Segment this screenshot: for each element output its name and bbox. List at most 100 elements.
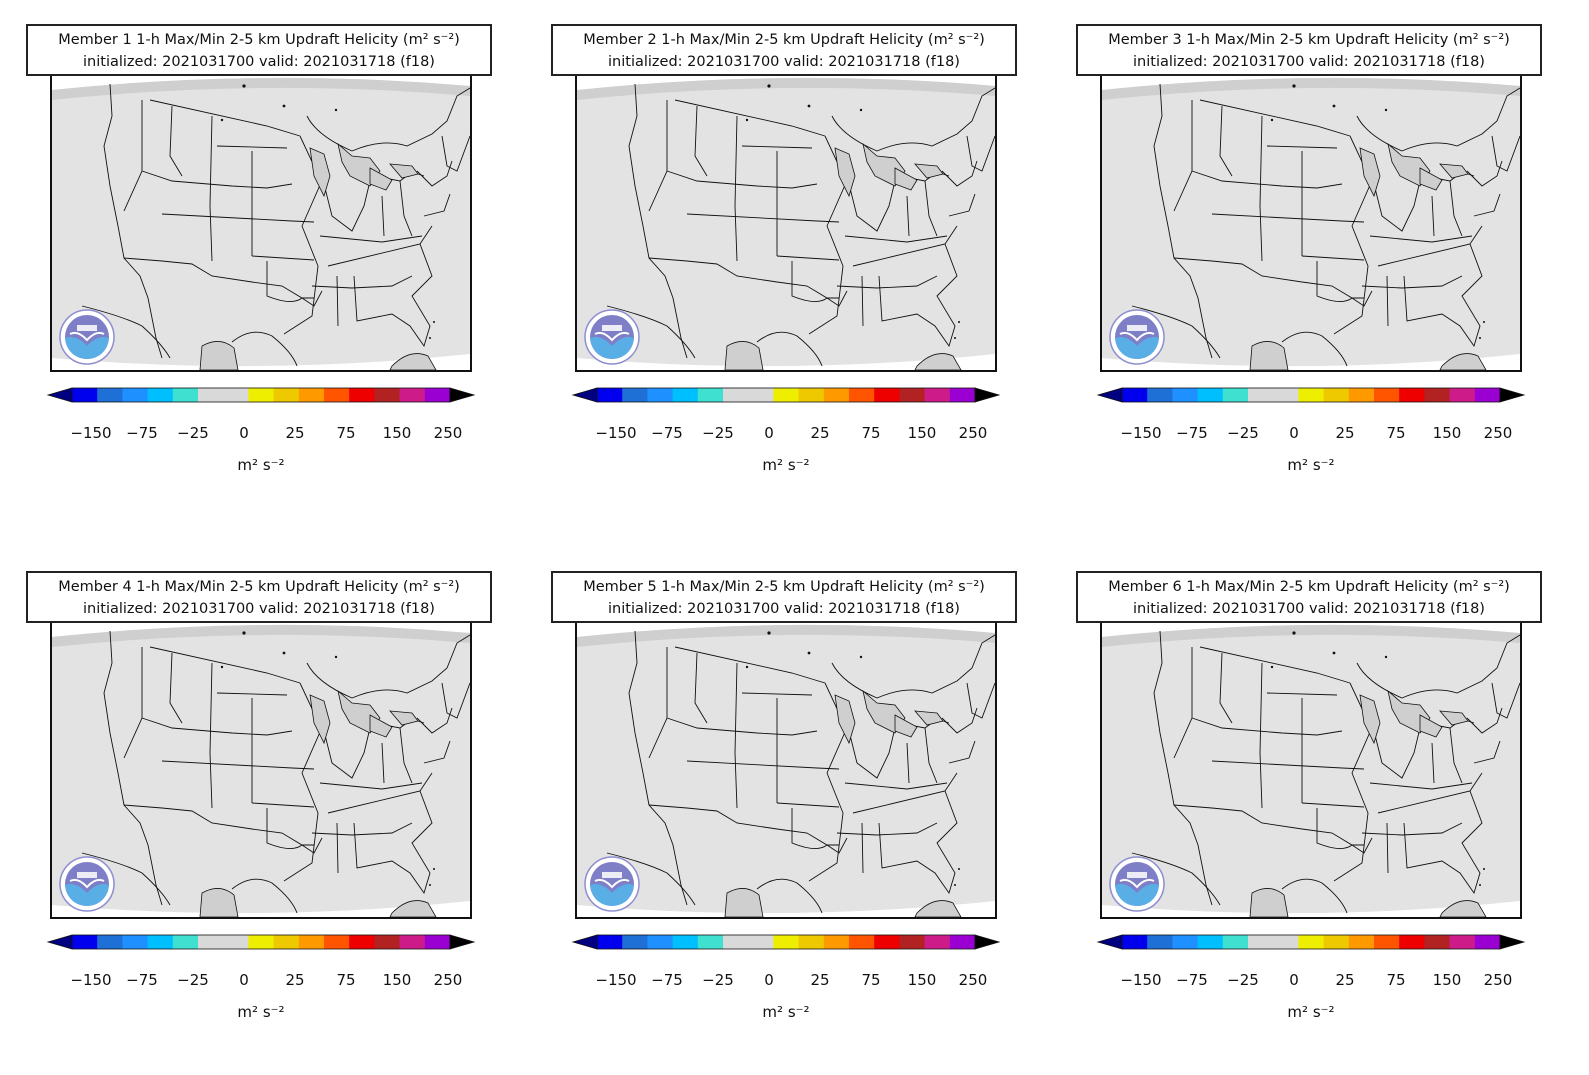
colorbar: [571, 384, 1001, 406]
colorbar-segment: [97, 935, 123, 949]
colorbar-tick-pos75: 75: [336, 971, 356, 989]
noaa-logo-icon: [1109, 309, 1165, 365]
colorbar-segment: [597, 388, 623, 402]
colorbar-segment: [723, 935, 749, 949]
colorbar-tick-pos75: 75: [336, 424, 356, 442]
noaa-logo-icon: [1109, 856, 1165, 912]
colorbar-segment: [1323, 388, 1350, 402]
colorbar-segment: [122, 388, 148, 402]
colorbar-segment: [1449, 388, 1476, 402]
colorbar-tick-pos75: 75: [861, 971, 881, 989]
panel-title: Member 3 1-h Max/Min 2-5 km Updraft Heli…: [1076, 24, 1542, 76]
colorbar-segment: [949, 388, 976, 402]
colorbar: [571, 931, 1001, 953]
colorbar-segment: [849, 935, 875, 949]
panel-title-line2: initialized: 2021031700 valid: 202103171…: [1133, 54, 1485, 70]
colorbar-segment: [1172, 935, 1198, 949]
colorbar-segment: [273, 388, 300, 402]
colorbar-segment: [773, 388, 799, 402]
colorbar-tick-pos250: 250: [958, 424, 988, 442]
panel-title-line1: Member 2 1-h Max/Min 2-5 km Updraft Heli…: [583, 32, 985, 48]
colorbar-tick-neg150: −150: [595, 971, 637, 989]
colorbar-segment: [223, 935, 249, 949]
colorbar-segment: [924, 388, 951, 402]
colorbar-segment: [1323, 935, 1350, 949]
map-frame: [1100, 74, 1522, 372]
colorbar-under-arrow-icon: [46, 934, 73, 950]
colorbar-segment: [949, 935, 976, 949]
colorbar-segment: [1222, 935, 1249, 949]
colorbar-segment: [97, 388, 123, 402]
colorbar-segment: [324, 935, 350, 949]
colorbar-segment: [697, 388, 724, 402]
colorbar-segment: [672, 935, 699, 949]
member-panel-6: Member 6 1-h Max/Min 2-5 km Updraft Heli…: [1076, 571, 1576, 1071]
colorbar-segment: [697, 935, 724, 949]
colorbar-over-arrow-icon: [449, 934, 476, 950]
colorbar-tick-pos250: 250: [1483, 971, 1513, 989]
colorbar-tick-pos25: 25: [285, 971, 305, 989]
colorbar-segment: [1147, 935, 1173, 949]
map-frame: [575, 74, 997, 372]
colorbar-segment: [1122, 935, 1148, 949]
colorbar-tick-pos250: 250: [1483, 424, 1513, 442]
colorbar-tick-pos150: 150: [1432, 971, 1462, 989]
colorbar-tick-neg75: −75: [651, 424, 683, 442]
map-frame: [1100, 621, 1522, 919]
member-panel-1: Member 1 1-h Max/Min 2-5 km Updraft Heli…: [26, 24, 526, 524]
colorbar-tick-pos75: 75: [861, 424, 881, 442]
colorbar-tick-neg150: −150: [595, 424, 637, 442]
colorbar-tick-neg75: −75: [1176, 971, 1208, 989]
colorbar-segment: [248, 935, 274, 949]
colorbar-over-arrow-icon: [1499, 387, 1526, 403]
colorbar-tick-pos25: 25: [810, 424, 830, 442]
colorbar-tick-neg150: −150: [1120, 424, 1162, 442]
colorbar-tick-neg150: −150: [70, 971, 112, 989]
panel-title-line1: Member 5 1-h Max/Min 2-5 km Updraft Heli…: [583, 579, 985, 595]
map-frame: [575, 621, 997, 919]
colorbar-tick-pos250: 250: [433, 424, 463, 442]
colorbar-tick-zero: 0: [239, 424, 249, 442]
colorbar-units-label: m² s⁻²: [1287, 456, 1335, 474]
colorbar-segment: [198, 388, 224, 402]
map-frame: [50, 621, 472, 919]
colorbar-tick-zero: 0: [239, 971, 249, 989]
colorbar-segment: [374, 935, 400, 949]
colorbar-tick-pos150: 150: [1432, 424, 1462, 442]
colorbar-tick-neg25: −25: [177, 971, 209, 989]
colorbar-over-arrow-icon: [974, 387, 1001, 403]
colorbar-segment: [1248, 935, 1274, 949]
colorbar-segment: [1374, 935, 1400, 949]
colorbar-under-arrow-icon: [46, 387, 73, 403]
colorbar-segment: [374, 388, 400, 402]
colorbar-over-arrow-icon: [974, 934, 1001, 950]
colorbar-segment: [647, 388, 673, 402]
colorbar-segment: [1197, 935, 1224, 949]
colorbar-segment: [1399, 388, 1425, 402]
colorbar-segment: [823, 388, 850, 402]
colorbar-units-label: m² s⁻²: [237, 1003, 285, 1021]
colorbar: [1096, 384, 1526, 406]
panel-title-line1: Member 3 1-h Max/Min 2-5 km Updraft Heli…: [1108, 32, 1510, 48]
colorbar-segment: [1424, 388, 1450, 402]
colorbar-tick-neg25: −25: [1227, 971, 1259, 989]
colorbar-segment: [1197, 388, 1224, 402]
colorbar-tick-zero: 0: [764, 424, 774, 442]
colorbar-tick-zero: 0: [764, 971, 774, 989]
panel-title: Member 1 1-h Max/Min 2-5 km Updraft Heli…: [26, 24, 492, 76]
colorbar-segment: [424, 388, 451, 402]
colorbar-segment: [349, 935, 375, 949]
colorbar-segment: [399, 388, 426, 402]
member-panel-4: Member 4 1-h Max/Min 2-5 km Updraft Heli…: [26, 571, 526, 1071]
colorbar-segment: [672, 388, 699, 402]
colorbar-segment: [1348, 388, 1375, 402]
colorbar-tick-pos25: 25: [810, 971, 830, 989]
colorbar-tick-neg75: −75: [126, 971, 158, 989]
colorbar-tick-pos25: 25: [1335, 971, 1355, 989]
colorbar-segment: [72, 935, 98, 949]
colorbar-tick-zero: 0: [1289, 971, 1299, 989]
colorbar-segment: [1122, 388, 1148, 402]
colorbar-segment: [248, 388, 274, 402]
colorbar-segment: [748, 388, 774, 402]
colorbar-tick-pos25: 25: [1335, 424, 1355, 442]
